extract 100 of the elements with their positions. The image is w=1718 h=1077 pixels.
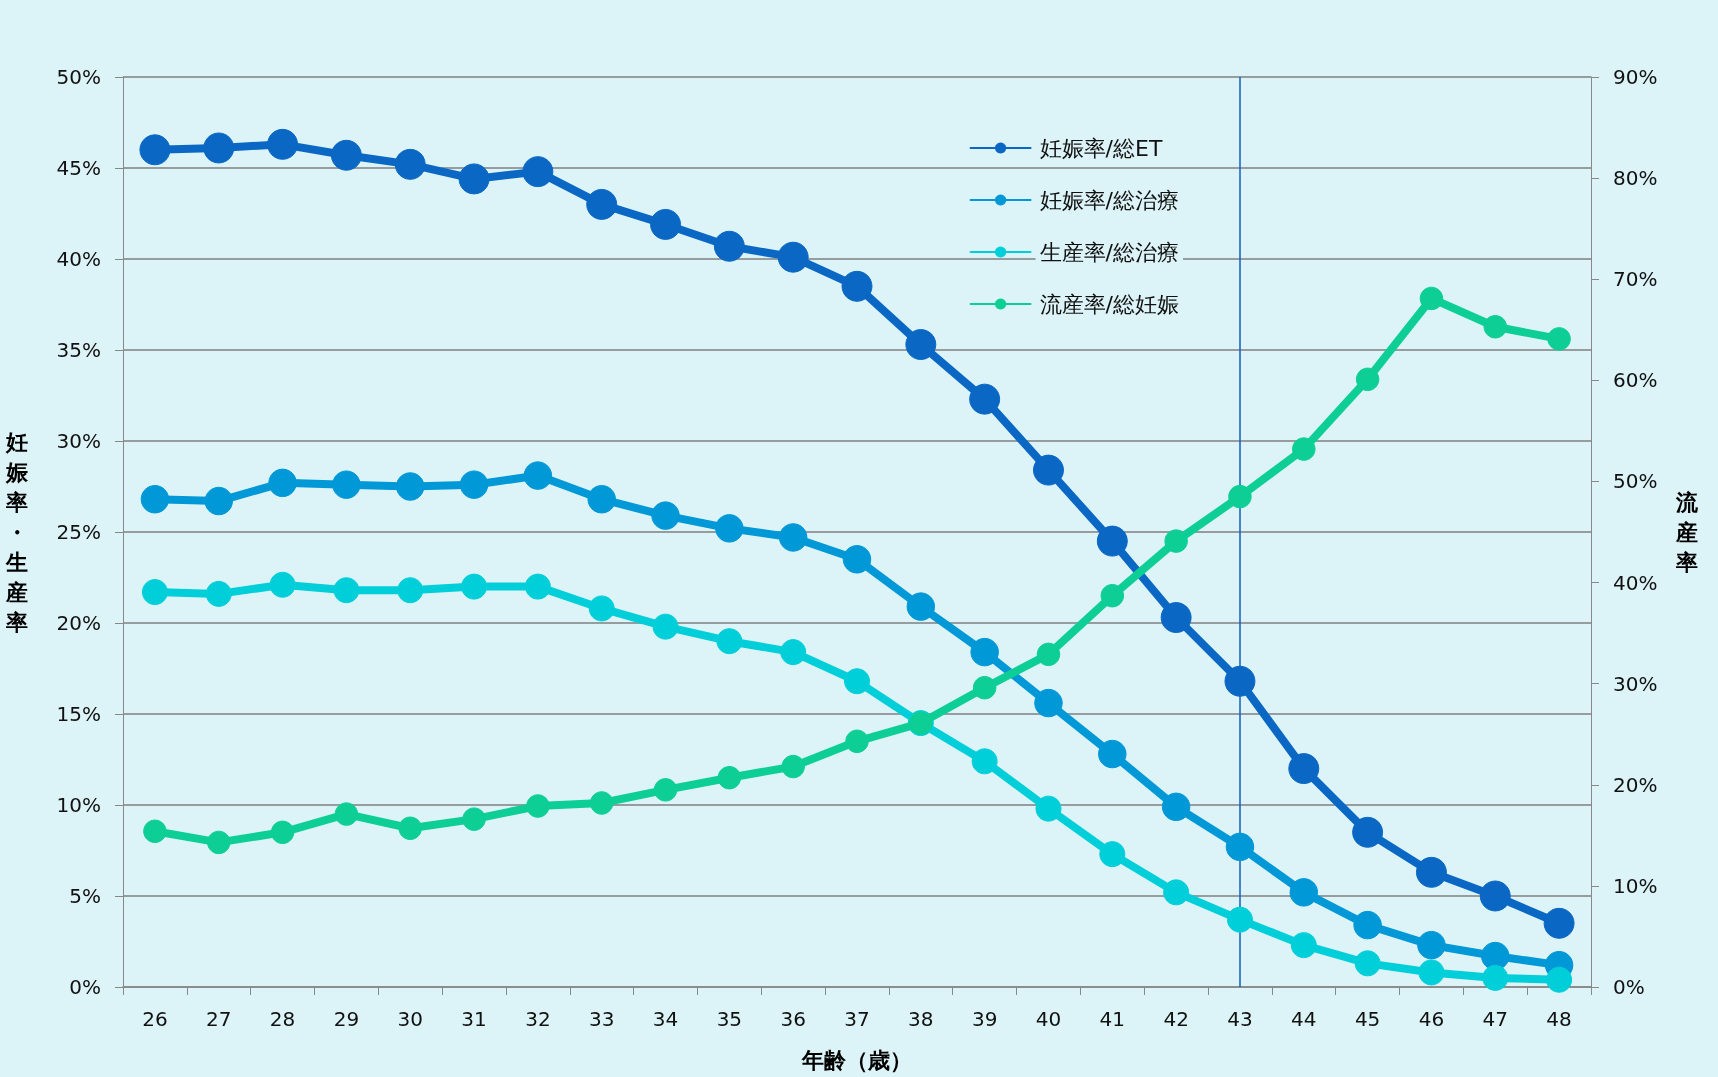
x-tick-label: 33: [588, 1007, 615, 1031]
point: [650, 208, 682, 240]
point: [1479, 880, 1511, 912]
point: [1481, 941, 1510, 971]
y-tick-label: 15%: [56, 702, 101, 726]
y-tick-label: 0%: [69, 975, 101, 999]
point: [207, 830, 231, 855]
point: [334, 802, 359, 826]
x-tick-label: 47: [1482, 1007, 1508, 1031]
point: [781, 754, 805, 779]
y2-tick-label: 40%: [1613, 570, 1658, 595]
point: [587, 485, 616, 514]
point: [1036, 642, 1061, 667]
point: [143, 819, 167, 844]
point: [1482, 964, 1509, 991]
x-tick-label: 37: [844, 1007, 870, 1031]
point: [844, 668, 870, 695]
point: [588, 595, 615, 622]
x-tick-label: 36: [780, 1007, 806, 1031]
point: [905, 329, 937, 361]
point: [1035, 795, 1062, 822]
x-tick-label: 27: [206, 1007, 232, 1031]
x-tick-label: 41: [1099, 1007, 1126, 1031]
point: [394, 148, 426, 180]
x-tick-label: 38: [908, 1007, 934, 1031]
y2-tick-label: 90%: [1613, 65, 1658, 89]
point: [204, 486, 233, 516]
y-tick-label: 45%: [56, 156, 101, 180]
point: [1290, 932, 1317, 959]
point: [778, 523, 808, 552]
y-tick-label: 35%: [56, 338, 101, 362]
y2-tick-label: 50%: [1613, 469, 1658, 494]
y2-tick-label: 0%: [1613, 975, 1645, 999]
point: [524, 573, 551, 600]
point: [1547, 327, 1571, 351]
y2-tick-label: 30%: [1613, 671, 1658, 696]
point: [652, 613, 679, 640]
point: [1226, 906, 1253, 933]
point: [526, 794, 550, 818]
point: [330, 139, 362, 171]
point: [972, 675, 997, 700]
point: [1418, 959, 1445, 986]
point: [1225, 832, 1255, 862]
point: [462, 807, 486, 831]
point: [1415, 856, 1447, 888]
point: [1224, 665, 1256, 697]
point: [270, 820, 295, 845]
point: [205, 580, 232, 607]
point: [969, 383, 1001, 415]
y2-axis-title: 流産率: [1675, 489, 1699, 575]
point: [458, 163, 490, 195]
point: [1419, 286, 1444, 311]
y2-tick-label: 60%: [1613, 368, 1658, 393]
point: [1096, 525, 1128, 557]
point: [139, 134, 171, 166]
point: [396, 472, 425, 501]
point: [1033, 454, 1064, 486]
point: [970, 637, 999, 667]
point: [1163, 879, 1190, 906]
point: [713, 230, 745, 262]
x-tick-label: 43: [1227, 1007, 1253, 1031]
point: [906, 592, 936, 621]
point: [141, 579, 168, 606]
y-tick-label: 5%: [69, 884, 101, 908]
point: [653, 778, 678, 802]
point: [1354, 950, 1381, 977]
x-tick-label: 35: [716, 1007, 743, 1031]
x-tick-label: 28: [269, 1007, 296, 1031]
point: [268, 468, 297, 498]
point: [651, 501, 680, 530]
y-tick-label: 25%: [56, 520, 101, 544]
point: [1352, 816, 1384, 848]
point: [461, 573, 488, 600]
point: [842, 545, 872, 574]
y-tick-label: 10%: [56, 793, 101, 817]
point: [1228, 484, 1252, 509]
point: [269, 571, 296, 598]
x-tick-label: 40: [1035, 1007, 1062, 1031]
x-tick-label: 31: [461, 1007, 487, 1031]
point: [1417, 930, 1446, 960]
point: [1353, 910, 1382, 940]
point: [1292, 437, 1316, 461]
point: [1289, 878, 1319, 907]
point: [845, 729, 869, 754]
point: [522, 156, 554, 188]
point: [1034, 688, 1063, 718]
point: [1099, 841, 1126, 868]
point: [1164, 529, 1188, 553]
point: [1355, 367, 1380, 392]
point: [1100, 583, 1125, 608]
point: [332, 470, 361, 499]
point: [1098, 739, 1127, 769]
point: [780, 639, 807, 666]
x-tick-label: 39: [971, 1007, 998, 1031]
point: [589, 791, 614, 815]
point: [716, 628, 743, 655]
point: [586, 188, 618, 220]
point: [267, 128, 299, 160]
point: [459, 470, 489, 499]
point: [333, 577, 360, 604]
